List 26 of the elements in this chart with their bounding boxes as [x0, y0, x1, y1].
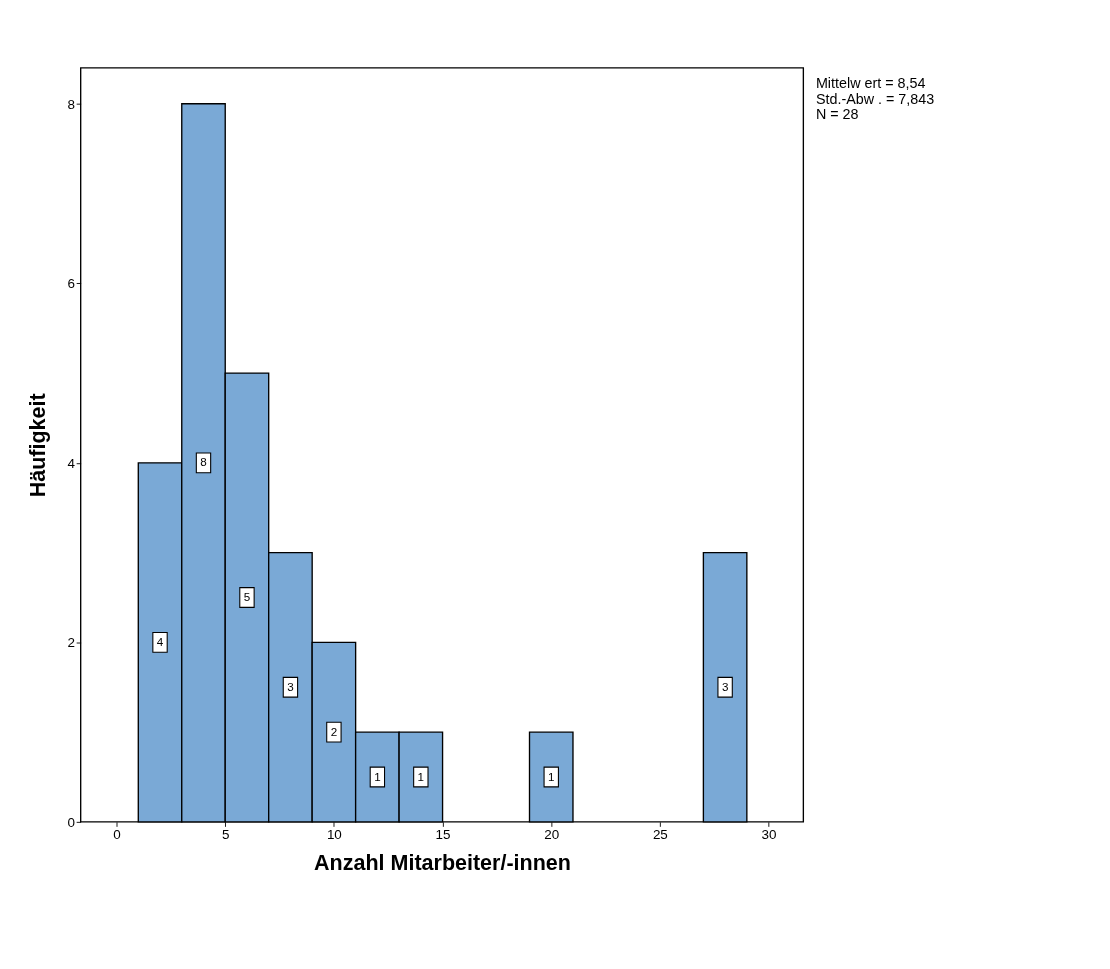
y-tick-label: 8 [67, 96, 75, 112]
x-tick-label: 30 [761, 827, 777, 843]
y-tick-label: 6 [67, 276, 75, 292]
x-tick-label: 10 [326, 827, 342, 843]
data-label: 2 [330, 724, 338, 738]
data-label: 3 [721, 679, 729, 693]
data-label: 1 [374, 769, 381, 783]
x-axis-title: Anzahl Mitarbeiter/-innen [314, 850, 571, 875]
y-tick-label: 0 [67, 814, 75, 830]
x-tick-label: 0 [113, 827, 121, 843]
y-tick-label: 2 [67, 635, 75, 651]
text: Std.-Abw . = 7,843 [815, 90, 935, 107]
data-label: 4 [156, 634, 164, 648]
text: N = 28 [815, 105, 859, 122]
data-label: 8 [200, 455, 207, 469]
text: Mittelw ert = 8,54 [815, 75, 926, 92]
x-tick-label: 15 [435, 827, 451, 843]
data-label: 1 [548, 769, 555, 783]
data-label: 5 [243, 590, 251, 604]
data-label: 1 [417, 769, 425, 783]
y-axis-title: Häufigkeit [25, 393, 50, 498]
y-tick-label: 4 [67, 455, 76, 471]
x-tick-label: 25 [652, 827, 668, 843]
x-tick-label: 5 [221, 827, 230, 843]
x-tick-label: 20 [544, 827, 560, 843]
data-label: 3 [287, 679, 294, 693]
